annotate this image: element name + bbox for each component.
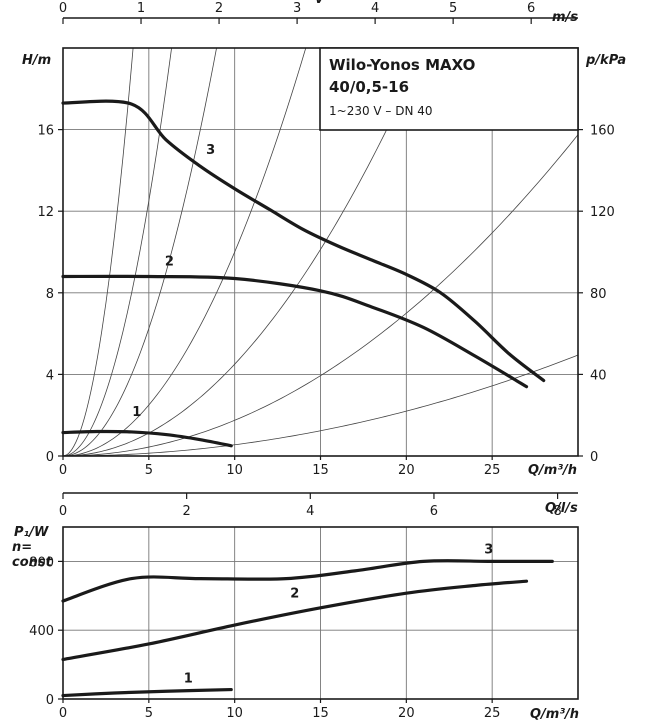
pump-curve-1 <box>61 429 233 448</box>
y-tick-label: 8 <box>46 287 54 302</box>
power-x-tick-label: 5 <box>145 706 153 721</box>
chart-title-model: 40/0,5-16 <box>329 78 409 96</box>
pump-curve-label-1: 1 <box>132 405 141 420</box>
system-curve <box>62 47 307 457</box>
power-x-tick-label: 20 <box>398 706 415 721</box>
power-x-tick-label: 0 <box>59 706 67 721</box>
y2-tick-label: 80 <box>590 287 607 302</box>
title-box <box>319 47 579 131</box>
power-flow-plot: 0 2 4 6 8 0 5 10 15 20 25 0 400 800 1 2 3 P₁/W n= con… <box>12 492 579 722</box>
x-tick-label: 20 <box>398 463 415 478</box>
velocity-tick-label: 2 <box>215 1 223 16</box>
y-tick-label: 0 <box>46 450 54 465</box>
chart-title: Wilo-Yonos MAXO <box>329 56 475 74</box>
y-tick-label: 4 <box>46 368 54 383</box>
pump-curve-3 <box>61 99 546 383</box>
velocity-tick-label: 0 <box>59 1 67 16</box>
power-y-tick-label: 800 <box>29 555 54 570</box>
system-curve <box>62 47 426 457</box>
power-x-tick-label: 15 <box>312 706 329 721</box>
x-tick-label: 25 <box>484 463 501 478</box>
y2-tick-label: 160 <box>590 124 615 139</box>
y-axis-label: H/m <box>22 53 51 68</box>
power-x-axis-label: Q/m³/h <box>530 707 579 722</box>
pump-curve-2 <box>61 274 529 389</box>
flow-ls-tick-label: 8 <box>553 504 561 519</box>
x-tick-label: 10 <box>226 463 243 478</box>
top-axis-unit: m/s <box>552 10 578 25</box>
flow-ls-tick-label: 2 <box>183 504 191 519</box>
flow-ls-axis-label: Q/l/s <box>545 501 578 516</box>
x-axis-label: Q/m³/h <box>528 463 577 478</box>
power-x-tick-label: 10 <box>226 706 243 721</box>
flow-ls-tick-label: 4 <box>306 504 314 519</box>
power-y-tick-label: 400 <box>29 624 54 639</box>
power-curve-1 <box>61 687 233 698</box>
y2-tick-label: 120 <box>590 205 615 220</box>
system-curve <box>62 47 134 457</box>
velocity-tick-label: 1 <box>137 1 145 16</box>
velocity-tick-label: 3 <box>293 1 301 16</box>
x-tick-label: 5 <box>145 463 153 478</box>
velocity-tick-label: 4 <box>371 1 379 16</box>
power-y-tick-label: 0 <box>46 693 54 708</box>
power-curve-label-1: 1 <box>184 672 193 687</box>
power-curve-label-3: 3 <box>484 543 493 558</box>
system-curve <box>62 354 579 457</box>
pump-curve-label-3: 3 <box>206 143 215 158</box>
y2-tick-label: 40 <box>590 368 607 383</box>
top-axis-label: v <box>315 0 324 7</box>
y2-tick-label: 0 <box>590 450 598 465</box>
power-curve-label-2: 2 <box>290 587 299 602</box>
power-x-tick-label: 25 <box>484 706 501 721</box>
velocity-tick-label: 5 <box>449 1 457 16</box>
flow-ls-tick-label: 0 <box>59 504 67 519</box>
y-tick-label: 16 <box>37 124 54 139</box>
velocity-tick-label: 6 <box>527 1 535 16</box>
system-curve <box>62 47 172 457</box>
speed-note-2: const <box>12 555 53 570</box>
x-tick-label: 15 <box>312 463 329 478</box>
power-curve-3 <box>61 559 554 603</box>
system-curve <box>62 47 217 457</box>
pump-curve-label-2: 2 <box>165 254 174 269</box>
speed-note-1: n= <box>12 540 32 555</box>
y-tick-label: 12 <box>37 205 54 220</box>
chart-subtitle: 1~230 V – DN 40 <box>329 104 433 118</box>
x-tick-label: 0 <box>59 463 67 478</box>
y2-axis-label: p/kPa <box>585 53 626 68</box>
system-curve <box>62 134 579 457</box>
flow-ls-tick-label: 6 <box>430 504 438 519</box>
power-axis-label: P₁/W <box>14 525 49 540</box>
power-curve-2 <box>61 579 529 662</box>
